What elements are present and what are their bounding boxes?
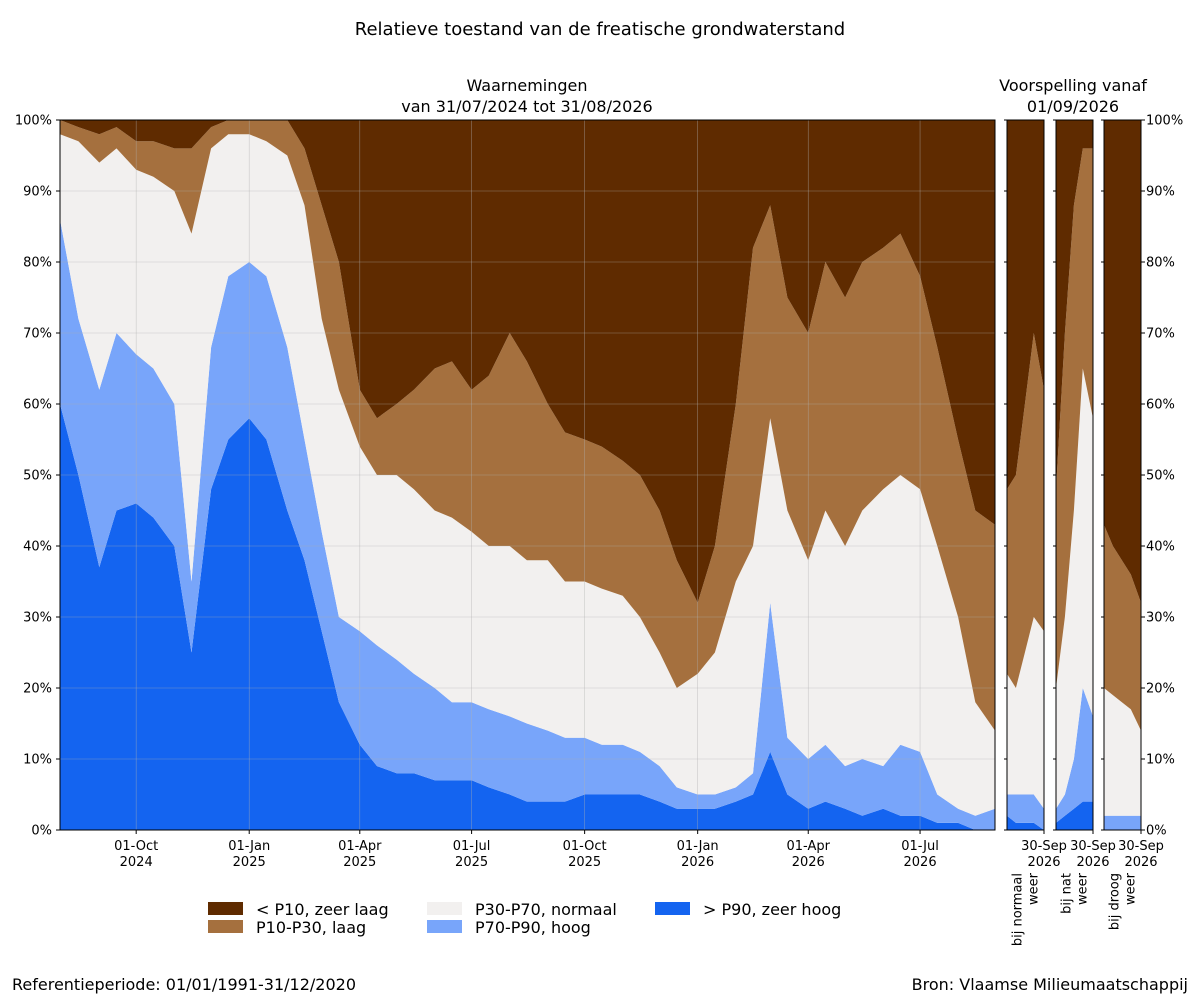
x-tick-label-month: 01-Apr [787,839,831,854]
series-band-2 [60,134,995,816]
forecast-band-1 [1007,794,1044,830]
forecast-band-3 [1007,333,1044,688]
y-tick-label-right: 60% [1146,398,1175,413]
series-band-4 [60,120,995,603]
forecast-band-4 [1056,120,1093,490]
y-tick-label-right: 20% [1146,682,1175,697]
legend-label: < P10, zeer laag [256,900,389,919]
observed-range: van 31/07/2024 tot 31/08/2026 [401,97,652,116]
y-tick-label: 30% [23,611,52,626]
y-tick-label: 70% [23,327,52,342]
forecast-band-3 [1056,148,1093,688]
forecast-band-4 [1104,120,1141,603]
series-band-1 [60,219,995,830]
forecast-band-4 [1007,120,1044,490]
legend-swatch [208,902,243,915]
x-tick-label-year: 2025 [568,855,601,870]
chart-title: Relatieve toestand van de freatische gro… [355,19,845,40]
legend-swatch [427,902,462,915]
legend-label: > P90, zeer hoog [703,900,841,919]
legend-swatch [208,920,243,933]
forecast-band-2 [1104,688,1141,816]
x-tick-label-month: 01-Apr [338,839,382,854]
y-tick-label-right: 30% [1146,611,1175,626]
observed-title: Waarnemingen [467,76,588,95]
legend-label: P10-P30, laag [256,918,366,937]
forecast-x-tick-year: 2026 [1076,855,1109,870]
y-tick-label: 0% [31,824,52,839]
x-tick-label-year: 2024 [120,855,153,870]
forecast-x-tick-year: 2026 [1124,855,1157,870]
forecast-label-line1: bij droog [1108,873,1123,930]
y-tick-label: 10% [23,753,52,768]
series-band-0 [60,404,995,830]
footer-source: Bron: Vlaamse Milieumaatschappij [912,975,1188,994]
x-tick-label-month: 01-Jul [453,839,491,854]
x-tick-label-year: 2026 [904,855,937,870]
x-tick-label-year: 2025 [343,855,376,870]
x-tick-label-year: 2026 [792,855,825,870]
forecast-x-tick-label: 30-Sep [1118,839,1164,854]
y-tick-label: 100% [15,114,52,129]
y-tick-label-right: 10% [1146,753,1175,768]
forecast-label-line2: weer [1027,872,1042,905]
x-tick-label-month: 01-Jul [901,839,939,854]
forecast-label-line2: weer [1076,872,1091,905]
x-tick-label-year: 2025 [455,855,488,870]
forecast-band-2 [1056,368,1093,809]
y-tick-label: 90% [23,185,52,200]
y-tick-label: 40% [23,540,52,555]
x-tick-label-year: 2025 [233,855,266,870]
forecast-title: Voorspelling vanaf [999,76,1147,95]
y-tick-label: 20% [23,682,52,697]
y-tick-label-right: 0% [1146,824,1167,839]
y-tick-label-right: 50% [1146,469,1175,484]
y-tick-label-right: 70% [1146,327,1175,342]
forecast-label-line1: bij normaal [1011,873,1026,946]
forecast-band-2 [1007,617,1044,809]
forecast-band-1 [1104,815,1141,830]
forecast-band-3 [1104,524,1141,731]
x-tick-label-year: 2026 [681,855,714,870]
y-tick-label: 50% [23,469,52,484]
y-tick-label-right: 80% [1146,256,1175,271]
y-tick-label: 60% [23,398,52,413]
forecast-x-tick-year: 2026 [1027,855,1060,870]
forecast-date: 01/09/2026 [1027,97,1119,116]
footer-reference: Referentieperiode: 01/01/1991-31/12/2020 [12,975,356,994]
observed-plot: 0% 0% 10% 10% 20% 20% 30% 30% 40% 40% 50% 50% 60% 60%… [15,114,1183,871]
legend-swatch [655,902,690,915]
forecast-label-line2: weer [1124,872,1139,905]
y-tick-label: 80% [23,256,52,271]
x-tick-label-month: 01-Jan [677,839,719,854]
y-tick-label-right: 90% [1146,185,1175,200]
y-tick-label-right: 100% [1146,114,1183,129]
forecast-x-tick-label: 30-Sep [1021,839,1067,854]
x-tick-label-month: 01-Oct [563,839,607,854]
legend-label: P30-P70, normaal [475,900,617,919]
forecast-label-line1: bij nat [1060,873,1075,914]
forecast-x-tick-label: 30-Sep [1070,839,1116,854]
legend-swatch [427,920,462,933]
forecast-band-0 [1056,801,1093,830]
x-tick-label-month: 01-Jan [228,839,270,854]
series-band-3 [60,120,995,731]
forecast-band-1 [1056,688,1093,823]
x-tick-label-month: 01-Oct [114,839,158,854]
y-tick-label-right: 40% [1146,540,1175,555]
legend-label: P70-P90, hoog [475,918,591,937]
